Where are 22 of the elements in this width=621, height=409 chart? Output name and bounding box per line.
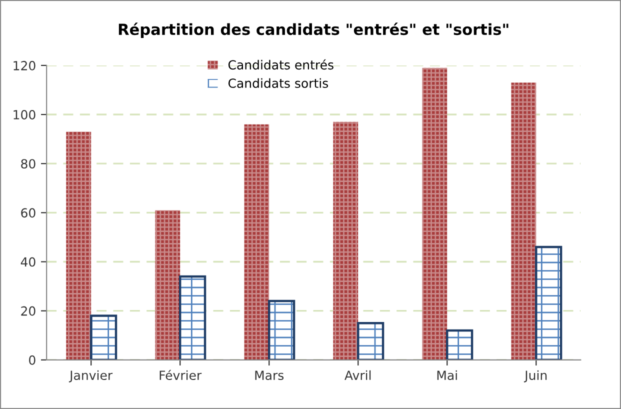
bar xyxy=(66,132,92,360)
y-tick-label: 0 xyxy=(29,355,36,365)
legend-label: Candidats entrés xyxy=(228,59,334,70)
bar xyxy=(244,124,270,360)
bar xyxy=(422,68,448,360)
bar xyxy=(333,122,358,360)
y-tick-label: 100 xyxy=(14,110,36,120)
bar xyxy=(511,82,536,360)
x-tick-label: Mai xyxy=(437,370,457,380)
y-tick-label: 120 xyxy=(14,60,36,70)
x-tick-label: Février xyxy=(160,370,202,380)
x-tick-label: Avril xyxy=(344,370,371,380)
chart-title: Répartition des candidats "entrés" et "sortis" xyxy=(118,22,508,38)
y-tick-label: 80 xyxy=(21,159,36,169)
bar xyxy=(155,210,180,360)
y-tick-label: 20 xyxy=(21,306,36,316)
x-tick-label: Mars xyxy=(255,370,284,380)
x-tick-label: Juin xyxy=(524,370,547,382)
y-tick-label: 40 xyxy=(20,257,36,267)
x-tick-label: Janvier xyxy=(68,370,113,382)
y-tick-label: 60 xyxy=(21,208,36,218)
legend-label: Candidats sortis xyxy=(228,78,328,88)
